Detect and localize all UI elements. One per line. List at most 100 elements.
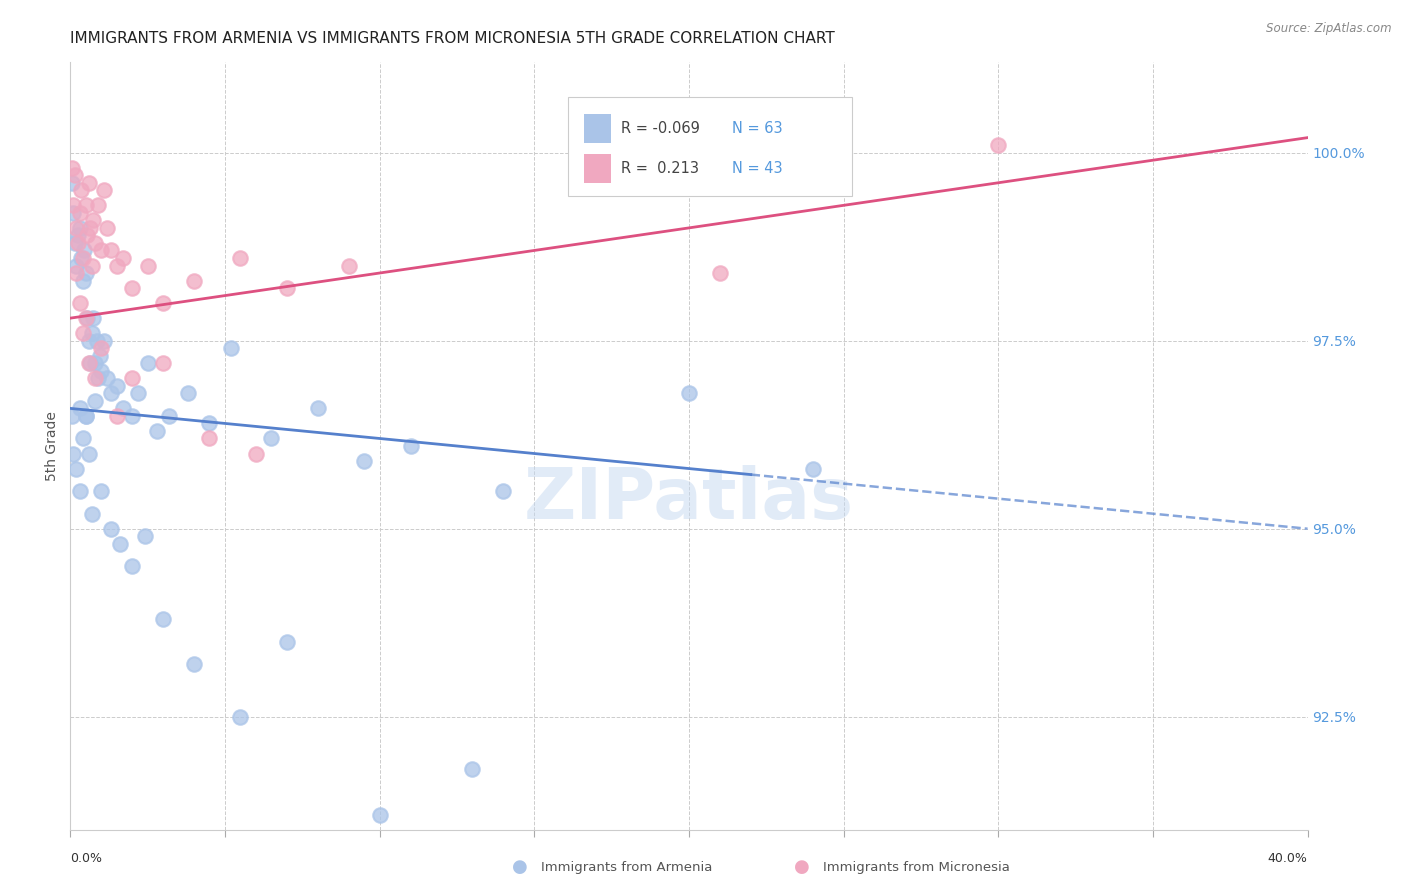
Point xyxy=(75,409,97,423)
Point xyxy=(80,507,103,521)
Point xyxy=(399,439,422,453)
Point xyxy=(337,259,360,273)
Point xyxy=(80,326,103,341)
Text: N = 63: N = 63 xyxy=(733,121,783,136)
Point xyxy=(90,484,112,499)
Point xyxy=(76,311,98,326)
FancyBboxPatch shape xyxy=(583,114,612,143)
Text: 40.0%: 40.0% xyxy=(1268,852,1308,865)
Point xyxy=(111,251,134,265)
Point xyxy=(87,371,110,385)
Point xyxy=(987,138,1010,153)
FancyBboxPatch shape xyxy=(568,97,852,196)
Point xyxy=(84,371,107,385)
Point xyxy=(89,349,111,363)
Point xyxy=(75,266,97,280)
Point xyxy=(219,341,242,355)
Point xyxy=(183,274,205,288)
Point xyxy=(84,235,107,250)
Point xyxy=(93,183,115,197)
FancyBboxPatch shape xyxy=(583,153,612,183)
Point xyxy=(136,259,159,273)
Point xyxy=(60,161,83,175)
Point xyxy=(84,356,107,370)
Point xyxy=(75,409,97,423)
Text: R = -0.069: R = -0.069 xyxy=(621,121,700,136)
Point xyxy=(90,244,112,258)
Point xyxy=(77,446,100,460)
Point xyxy=(63,235,86,250)
Point xyxy=(60,176,83,190)
Point xyxy=(77,176,100,190)
Point xyxy=(86,334,108,348)
Text: ZIPatlas: ZIPatlas xyxy=(524,466,853,534)
Point xyxy=(96,220,118,235)
Point xyxy=(67,235,90,250)
Point xyxy=(100,386,122,401)
Point xyxy=(198,432,221,446)
Point xyxy=(67,228,90,243)
Y-axis label: 5th Grade: 5th Grade xyxy=(45,411,59,481)
Point xyxy=(121,281,143,295)
Point xyxy=(79,220,101,235)
Point xyxy=(152,356,174,370)
Point xyxy=(63,168,86,182)
Point xyxy=(79,356,101,370)
Point xyxy=(62,206,84,220)
Point xyxy=(60,409,83,423)
Point xyxy=(69,220,91,235)
Point xyxy=(96,371,118,385)
Point xyxy=(276,634,298,648)
Point xyxy=(146,424,169,438)
Text: 0.0%: 0.0% xyxy=(70,852,103,865)
Point xyxy=(62,446,84,460)
Text: Immigrants from Micronesia: Immigrants from Micronesia xyxy=(823,861,1010,873)
Point xyxy=(157,409,180,423)
Point xyxy=(198,417,221,431)
Point xyxy=(121,371,143,385)
Point xyxy=(90,364,112,378)
Text: Immigrants from Armenia: Immigrants from Armenia xyxy=(541,861,713,873)
Point xyxy=(492,484,515,499)
Point xyxy=(105,409,128,423)
Text: R =  0.213: R = 0.213 xyxy=(621,161,699,176)
Point xyxy=(72,251,94,265)
Point xyxy=(111,401,134,416)
Point xyxy=(177,386,200,401)
Point xyxy=(585,838,607,852)
Point xyxy=(709,266,731,280)
Point xyxy=(245,446,267,460)
Point xyxy=(65,461,87,475)
Point xyxy=(276,281,298,295)
Point xyxy=(105,379,128,393)
Point xyxy=(62,198,84,212)
Point xyxy=(70,183,93,197)
Point xyxy=(121,409,143,423)
Point xyxy=(134,529,156,543)
Point xyxy=(84,393,107,408)
Point xyxy=(87,198,110,212)
Text: ●: ● xyxy=(512,858,529,876)
Point xyxy=(65,259,87,273)
Point xyxy=(136,356,159,370)
Point xyxy=(69,401,91,416)
Point xyxy=(77,356,100,370)
Point xyxy=(77,334,100,348)
Point xyxy=(152,612,174,626)
Point xyxy=(72,432,94,446)
Point xyxy=(82,213,105,227)
Point xyxy=(69,484,91,499)
Point xyxy=(100,244,122,258)
Point xyxy=(260,432,283,446)
Point xyxy=(678,386,700,401)
Point xyxy=(65,266,87,280)
Point xyxy=(82,311,105,326)
Point xyxy=(72,326,94,341)
Text: IMMIGRANTS FROM ARMENIA VS IMMIGRANTS FROM MICRONESIA 5TH GRADE CORRELATION CHAR: IMMIGRANTS FROM ARMENIA VS IMMIGRANTS FR… xyxy=(70,31,835,46)
Point xyxy=(75,311,97,326)
Point xyxy=(108,537,131,551)
Point xyxy=(368,807,391,822)
Point xyxy=(121,559,143,574)
Text: ●: ● xyxy=(793,858,810,876)
Point xyxy=(65,220,87,235)
